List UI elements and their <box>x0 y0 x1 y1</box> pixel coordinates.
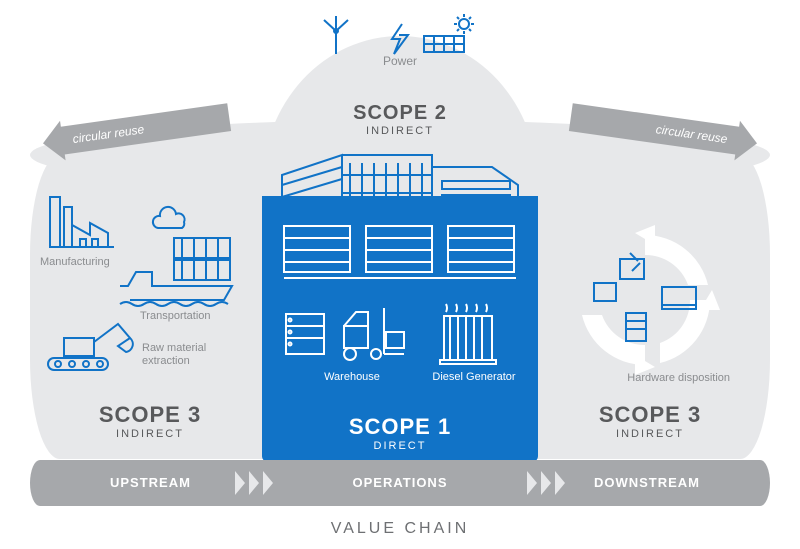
hardware-disposition-label: Hardware disposition <box>627 372 730 384</box>
scope3-right-subtitle: INDIRECT <box>550 428 750 440</box>
scope1-panel: Warehouse Diesel Generator SCOPE 1 DIREC… <box>262 196 538 462</box>
warehouse-label: Warehouse <box>302 371 402 383</box>
scope3-right-panel: SCOPE 3 INDIRECT <box>550 402 750 440</box>
raw-material-label: Raw material extraction <box>142 342 206 368</box>
downstream-label: DOWNSTREAM <box>594 475 700 490</box>
transportation-label: Transportation <box>140 310 211 322</box>
solar-panel-icon <box>422 14 478 56</box>
scope3-left-title: SCOPE 3 <box>50 402 250 428</box>
scope3-right-title: SCOPE 3 <box>550 402 750 428</box>
chevrons-left-icon <box>235 471 273 495</box>
diesel-generator-icon <box>440 302 500 366</box>
manufacturing-label: Manufacturing <box>40 256 110 268</box>
scope1-subtitle: DIRECT <box>262 440 538 452</box>
chevrons-right-icon <box>527 471 565 495</box>
circular-reuse-label: circular reuse <box>72 122 145 146</box>
circular-reuse-label: circular reuse <box>655 122 728 146</box>
excavator-icon <box>46 318 136 374</box>
scope2-title: SCOPE 2 <box>262 102 538 125</box>
wind-turbine-icon <box>316 16 356 56</box>
lightning-icon <box>388 24 410 54</box>
factory-icon <box>50 195 120 255</box>
operations-band: UPSTREAM OPERATIONS DOWNSTREAM <box>30 460 770 506</box>
scope1-title: SCOPE 1 <box>262 414 538 440</box>
scope3-left-subtitle: INDIRECT <box>50 428 250 440</box>
scope3-left-panel: SCOPE 3 INDIRECT <box>50 402 250 440</box>
value-chain-label: VALUE CHAIN <box>0 520 800 538</box>
operations-label: OPERATIONS <box>353 475 448 490</box>
ship-containers-icon <box>120 238 240 308</box>
warehouse-forklift-icon <box>286 304 406 364</box>
cloud-icon <box>150 210 190 234</box>
server-racks-icon <box>284 226 516 286</box>
refresh-cycle-icon <box>570 225 720 375</box>
scope2-subtitle: INDIRECT <box>262 125 538 137</box>
upstream-label: UPSTREAM <box>110 475 191 490</box>
diesel-generator-label: Diesel Generator <box>414 371 534 383</box>
power-label: Power <box>0 54 800 68</box>
